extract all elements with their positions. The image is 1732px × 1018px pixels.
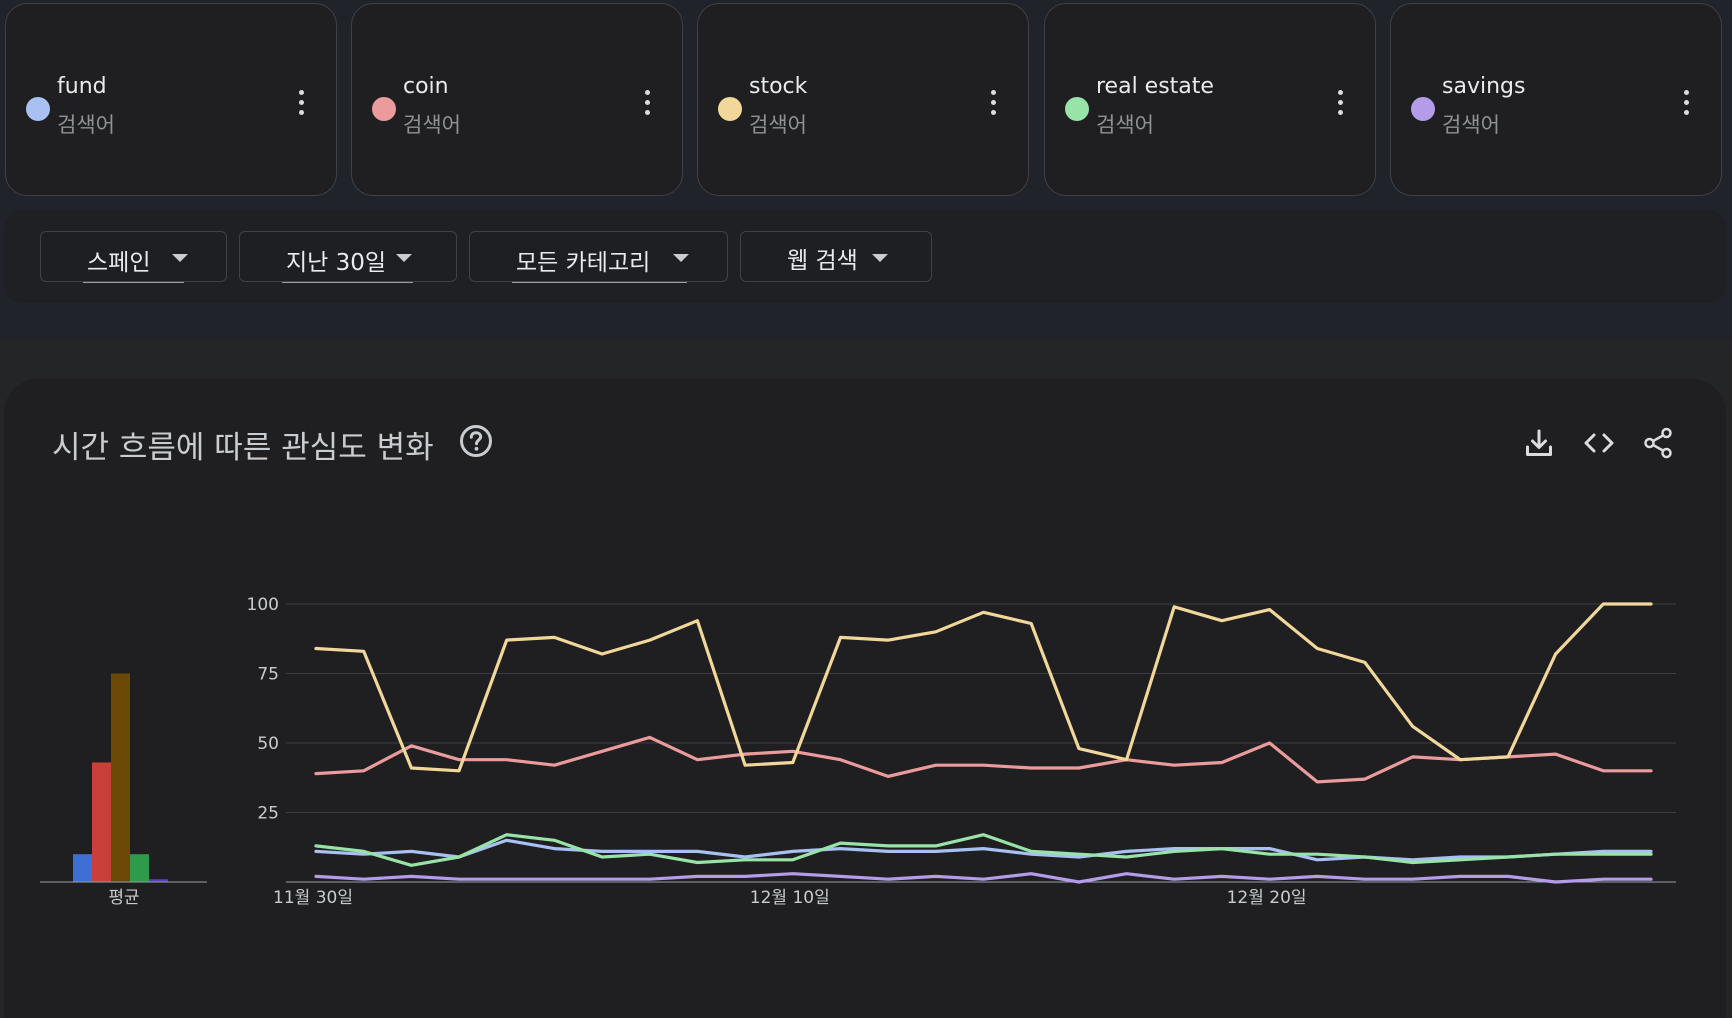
x-tick-label: 12월 20일 [1227,888,1307,908]
share-icon[interactable] [1641,426,1675,460]
term-name: savings [1442,74,1526,99]
dropdown-arrow-icon [872,254,888,262]
series-line-stock [314,602,1653,773]
region-dropdown[interactable]: 스페인 [40,231,227,283]
average-bar-real-estate [130,854,149,882]
average-bar-coin [92,762,111,882]
series-color-dot [26,97,50,121]
term-name: stock [749,74,808,99]
search-type-dropdown[interactable]: 웹 검색 [740,231,932,282]
term-card-fund[interactable]: fund 검색어 [5,3,337,196]
series-color-dot [1065,97,1089,121]
period-dropdown[interactable]: 지난 30일 [239,231,457,283]
dropdown-arrow-icon [172,254,188,262]
dropdown-underline [512,282,687,283]
term-card-stock[interactable]: stock 검색어 [697,3,1029,196]
average-label: 평균 [108,888,139,908]
region-label: 스페인 [87,250,151,276]
term-name: fund [57,74,107,99]
x-tick-label: 12월 10일 [750,888,830,908]
term-type: 검색어 [749,113,807,137]
series-line-real-estate [314,833,1653,867]
term-card-coin[interactable]: coin 검색어 [351,3,683,196]
term-name: real estate [1096,74,1214,99]
dropdown-underline [83,282,184,283]
dropdown-arrow-icon [673,254,689,262]
term-name: coin [403,74,449,99]
more-options-icon[interactable] [1333,90,1347,118]
average-bar-savings [149,879,168,882]
y-tick-label: 75 [257,665,279,685]
more-options-icon[interactable] [1679,90,1693,118]
term-card-real-estate[interactable]: real estate 검색어 [1044,3,1376,196]
dropdown-underline [282,282,413,283]
series-color-dot [1411,97,1435,121]
series-line-savings [314,872,1653,884]
code-icon[interactable] [1582,426,1616,460]
category-dropdown[interactable]: 모든 카테고리 [469,231,728,283]
period-label: 지난 30일 [286,250,387,276]
term-type: 검색어 [1442,113,1500,137]
y-tick-label: 100 [247,595,279,615]
term-card-savings[interactable]: savings 검색어 [1390,3,1722,196]
more-options-icon[interactable] [294,90,308,118]
series-line-fund [314,838,1653,862]
category-label: 모든 카테고리 [516,250,651,276]
series-color-dot [372,97,396,121]
help-circle-icon[interactable] [459,424,493,458]
y-tick-label: 25 [257,804,279,824]
average-bar-fund [73,854,92,882]
series-color-dot [718,97,742,121]
interest-over-time-panel [4,379,1726,1018]
more-options-icon[interactable] [986,90,1000,118]
dropdown-arrow-icon [396,254,412,262]
download-icon[interactable] [1522,426,1556,460]
panel-title: 시간 흐름에 따른 관심도 변화 [52,430,434,466]
x-tick-label: 11월 30일 [273,888,353,908]
average-bar-stock [111,673,130,882]
search-type-label: 웹 검색 [787,248,858,274]
term-type: 검색어 [57,113,115,137]
y-tick-label: 50 [257,734,279,754]
term-type: 검색어 [1096,113,1154,137]
series-line-coin [314,735,1653,784]
more-options-icon[interactable] [640,90,654,118]
term-type: 검색어 [403,113,461,137]
